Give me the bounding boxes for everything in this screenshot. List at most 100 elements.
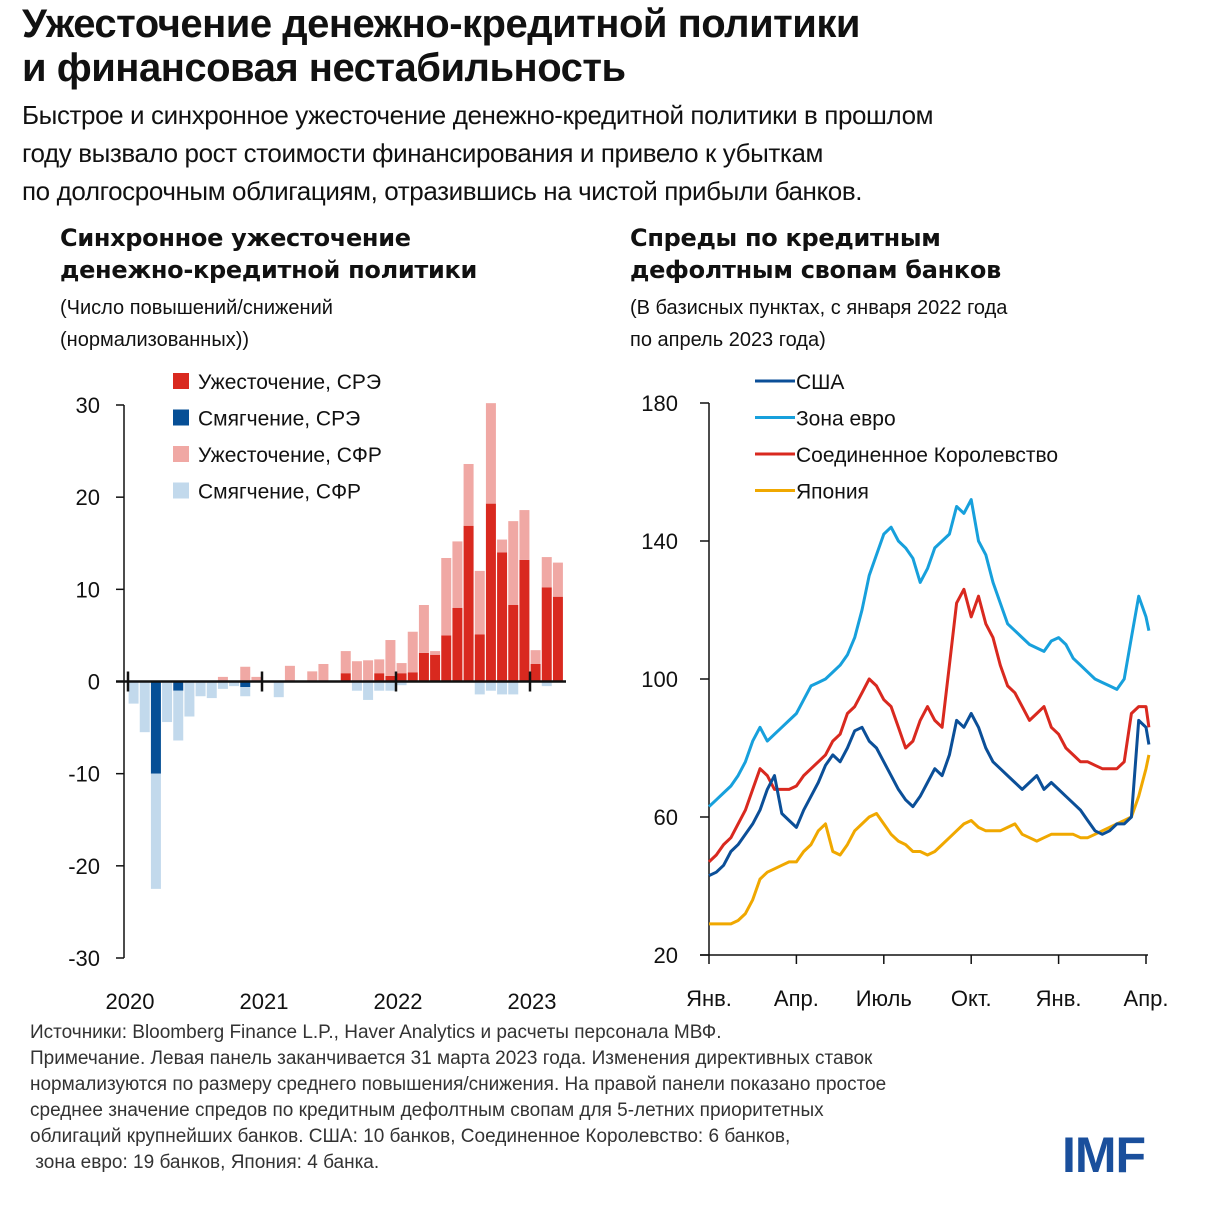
bar-tightening-ecb <box>340 673 351 682</box>
bar-tightening-ecb <box>452 607 463 682</box>
bar-tightening-ecb <box>485 503 496 682</box>
bar-tightening-fed <box>217 676 228 682</box>
bar-easing-ecb <box>173 681 184 691</box>
note-line: зона евро: 19 банков, Япония: 4 банка. <box>30 1152 380 1173</box>
legend-label: Япония <box>796 481 869 504</box>
bar-tightening-ecb <box>430 654 441 682</box>
bar-easing-fed <box>351 681 362 691</box>
x-tick-label: Янв. <box>1036 986 1082 1011</box>
sources-line: Источники: Bloomberg Finance L.P., Haver… <box>30 1022 722 1043</box>
y-tick-label: 140 <box>641 529 678 554</box>
bar-tightening-fed <box>251 676 262 682</box>
footer-notes: Источники: Bloomberg Finance L.P., Haver… <box>30 1020 886 1176</box>
legend-label: Смягчение, СФР <box>198 481 361 504</box>
note-line: среднее значение спредов по кредитным де… <box>30 1100 824 1121</box>
bar-tightening-fed <box>530 650 541 664</box>
bar-tightening-ecb <box>530 663 541 682</box>
bar-tightening-ecb <box>463 525 474 682</box>
lede: Быстрое и синхронное ужесточение денежно… <box>22 96 1212 210</box>
bar-tightening-ecb <box>418 652 429 682</box>
bar-easing-fed <box>139 681 150 733</box>
legend-label: Соединенное Королевство <box>796 444 1058 467</box>
x-tick-label: 2020 <box>106 989 155 1014</box>
bar-easing-fed <box>206 681 217 699</box>
bar-tightening-ecb <box>552 596 563 682</box>
bar-tightening-ecb <box>497 552 508 682</box>
bar-tightening-fed <box>541 557 552 588</box>
note-line: Примечание. Левая панель заканчивается 3… <box>30 1048 873 1069</box>
bar-tightening-fed <box>474 570 485 635</box>
series-line <box>707 587 1151 863</box>
bar-tightening-fed <box>418 605 429 653</box>
lede-line: году вызвало рост стоимости финансирован… <box>22 138 824 168</box>
bar-easing-fed <box>162 681 173 723</box>
legend-swatch <box>173 482 189 499</box>
legend-label: Смягчение, СРЭ <box>198 408 360 431</box>
bar-tightening-ecb <box>474 634 485 682</box>
legend-swatch <box>173 373 189 389</box>
bar-tightening-fed <box>340 651 351 674</box>
y-tick-label: -20 <box>68 854 100 879</box>
x-tick-label: Окт. <box>951 986 992 1011</box>
bar-easing-fed <box>474 681 485 695</box>
bar-tightening-fed <box>396 663 407 674</box>
bar-tightening-ecb <box>407 672 418 682</box>
title-line: и финансовая нестабильность <box>22 46 626 90</box>
bar-tightening-fed <box>441 557 452 636</box>
bar-easing-fed <box>240 687 251 697</box>
x-tick-label: 2021 <box>240 989 289 1014</box>
y-tick-label: 20 <box>654 943 678 968</box>
bar-tightening-fed <box>407 631 418 673</box>
bar-easing-ecb <box>240 681 251 688</box>
bar-easing-fed <box>273 681 284 698</box>
y-tick-label: 60 <box>654 805 678 830</box>
bar-easing-fed <box>184 681 195 717</box>
series-line <box>707 498 1151 808</box>
bar-tightening-fed <box>385 640 396 676</box>
bar-tightening-fed <box>430 651 441 655</box>
legend-label: США <box>796 371 844 394</box>
lede-line: по долгосрочным облигациям, отразившись … <box>22 176 863 206</box>
bar-easing-fed <box>195 681 206 697</box>
x-tick-label: Янв. <box>686 986 732 1011</box>
bar-easing-fed <box>385 681 396 691</box>
legend-label: Ужесточение, СРЭ <box>198 371 381 394</box>
page-title: Ужесточение денежно-кредитной политики и… <box>22 2 860 90</box>
note-line: облигаций крупнейших банков. США: 10 бан… <box>30 1126 791 1147</box>
right-panel-subtitle: (В базисных пунктах, с января 2022 года … <box>630 292 1007 356</box>
bar-easing-fed <box>541 681 552 687</box>
y-tick-label: 10 <box>76 577 100 602</box>
series-line <box>709 754 1151 926</box>
y-tick-label: 20 <box>76 485 100 510</box>
right-panel-title-line: дефолтным свопам банков <box>630 256 1001 284</box>
bar-tightening-fed <box>374 659 385 674</box>
x-tick-label: Апр. <box>774 986 819 1011</box>
bar-tightening-ecb <box>541 587 552 682</box>
note-line: нормализуются по размеру среднего повыше… <box>30 1074 887 1095</box>
cds-spread-line-chart: 180 140 100 60 20 Янв. Апр. Июль Окт. Янв. Апр. США… <box>641 371 1168 1011</box>
bar-easing-fed <box>150 773 161 889</box>
bar-tightening-ecb <box>441 635 452 682</box>
bar-easing-ecb <box>150 681 161 774</box>
left-panel-title-line: денежно-кредитной политики <box>60 256 478 284</box>
bar-easing-fed <box>229 681 240 687</box>
left-panel-title: Синхронное ужесточение денежно-кредитной… <box>60 222 477 286</box>
y-tick-label: 100 <box>641 667 678 692</box>
bar-tightening-fed <box>452 541 463 608</box>
bar-tightening-fed <box>351 661 362 682</box>
legend-label: Зона евро <box>796 408 896 431</box>
bar-easing-fed <box>173 690 184 741</box>
bar-tightening-fed <box>318 663 329 682</box>
x-tick-label: 2023 <box>508 989 557 1014</box>
legend-swatch <box>173 409 189 426</box>
legend-swatch <box>173 446 189 462</box>
bar-easing-fed <box>363 681 374 700</box>
left-panel-subtitle-line: (Число повышений/снижений <box>60 297 333 319</box>
imf-logo: IMF <box>1062 1127 1146 1183</box>
bar-easing-fed <box>128 681 139 704</box>
left-panel-subtitle-line: (нормализованных)) <box>60 329 250 351</box>
bar-easing-fed <box>396 681 407 686</box>
bar-tightening-fed <box>552 562 563 597</box>
x-tick-label: 2022 <box>374 989 423 1014</box>
x-tick-label: Июль <box>856 986 912 1011</box>
